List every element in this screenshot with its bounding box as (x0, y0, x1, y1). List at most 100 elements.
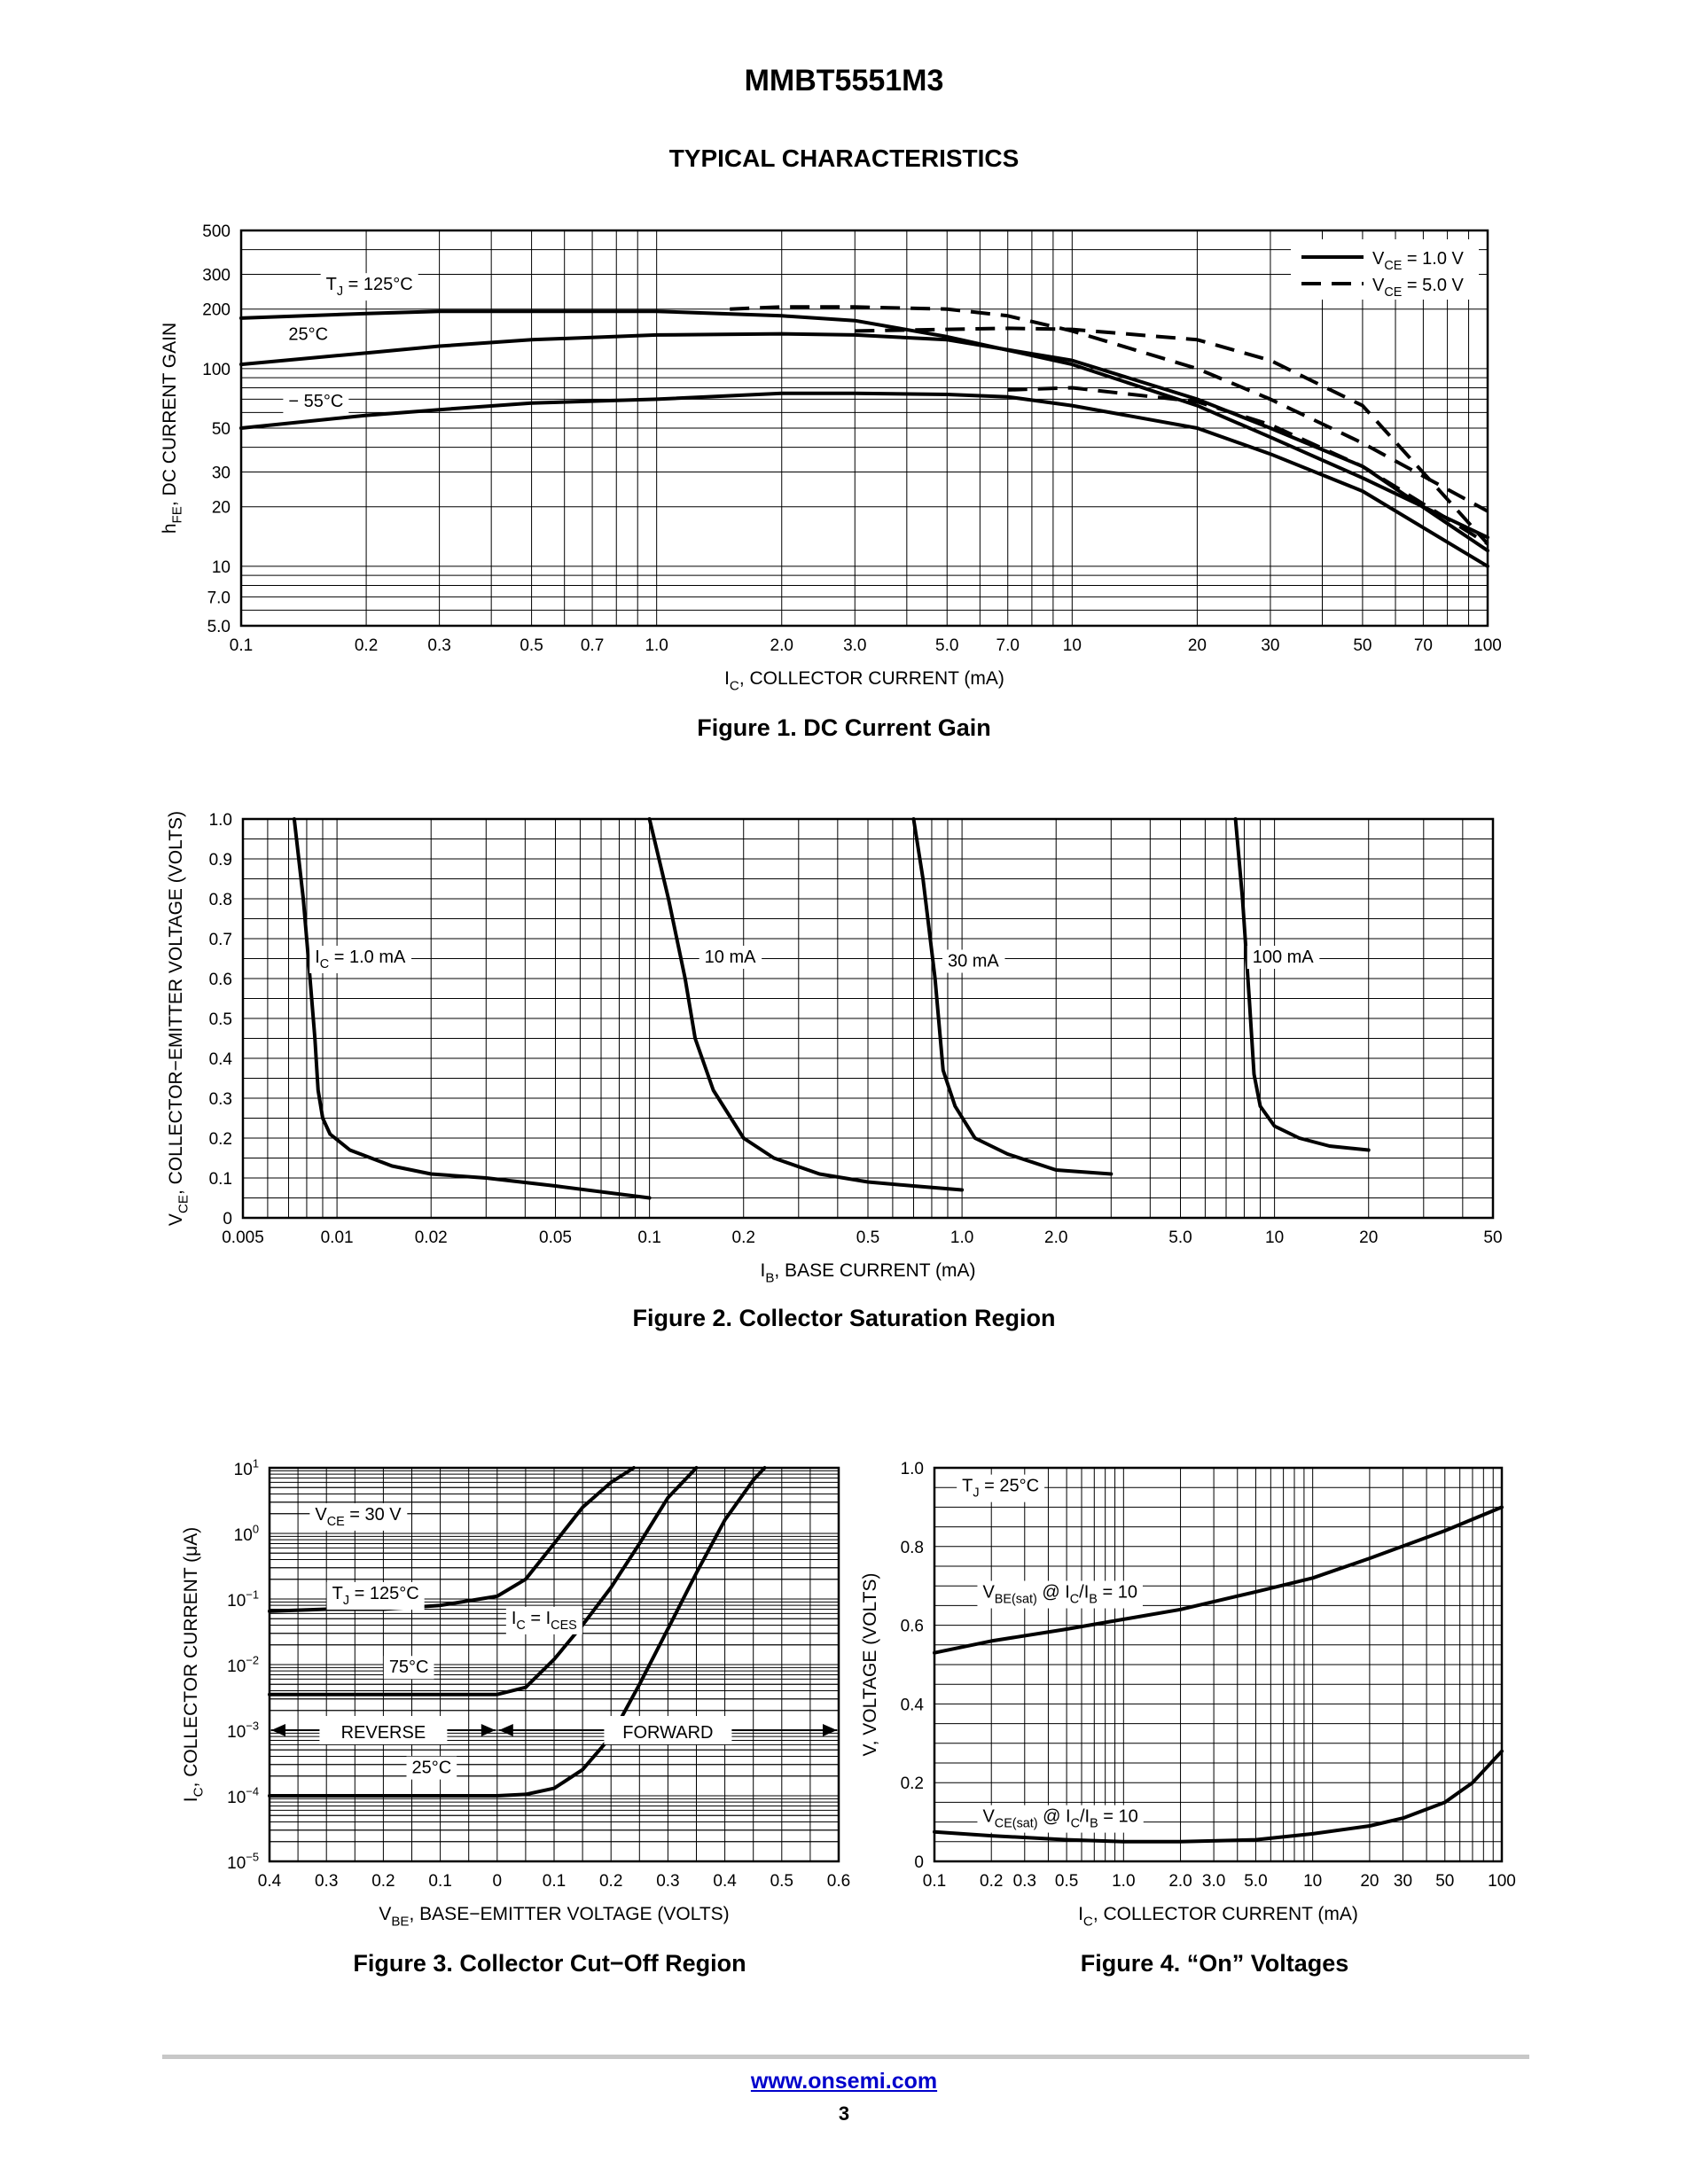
section-title: TYPICAL CHARACTERISTICS (668, 144, 1020, 172)
figure-2-chart: 0.005 0.01 0.02 0.05 0.1 0.2 0.5 1.0 2.0 5.0 10 20 5… (166, 811, 1503, 1285)
fig4-y-tick-labels: 0 0.2 0.4 0.6 0.8 1.0 (901, 1460, 925, 1872)
annotation-bg (283, 323, 334, 347)
annotation-bg (283, 390, 349, 414)
y-tick-label: 50 (212, 420, 231, 439)
y-tick-label: 10−1 (227, 1587, 259, 1611)
x-tick-label: 100 (1473, 636, 1502, 655)
annotation-bg (699, 946, 762, 969)
fig4-x-tick-labels: 0.1 0.2 0.3 0.5 1.0 2.0 3.0 5.0 10 20 30 50 100 (923, 1872, 1516, 1891)
x-tick-label: 70 (1414, 636, 1433, 655)
y-tick-label: 0 (223, 1210, 232, 1228)
fig3-annotation-4: 75°C (389, 1658, 429, 1677)
fig2-annotation-2: 10 mA (705, 948, 756, 967)
x-tick-label: 10 (1303, 1872, 1322, 1891)
annotation-bg (1246, 946, 1320, 969)
fig1-series-line-2 (239, 332, 1489, 553)
x-tick-label: 3.0 (1202, 1872, 1225, 1891)
x-tick-label: 0 (493, 1872, 503, 1891)
footer-website-link[interactable]: www.onsemi.com (750, 2069, 938, 2094)
fig2-plot-frame (241, 817, 1495, 1220)
y-tick-label: 500 (202, 222, 231, 241)
y-tick-label: 0.2 (901, 1774, 924, 1793)
x-tick-label: 0.5 (520, 636, 543, 655)
y-tick-label: 5.0 (207, 618, 231, 636)
x-tick-label: 3.0 (843, 636, 866, 655)
x-tick-label: 0.05 (539, 1228, 572, 1247)
region-arrow-head-right (823, 1724, 837, 1736)
y-tick-label: 1.0 (901, 1460, 924, 1478)
fig3-plot-frame (268, 1466, 840, 1863)
fig2-y-tick-labels: 0 0.1 0.2 0.3 0.4 0.5 0.6 0.7 0.8 0.9 1.0 (209, 811, 233, 1228)
fig2-series-line-4 (1233, 817, 1371, 1152)
x-tick-label: 0.5 (1055, 1872, 1078, 1891)
x-tick-label: 0.3 (315, 1872, 338, 1891)
region-arrow-head-left (498, 1724, 513, 1736)
fig2-series-line-2 (647, 817, 965, 1192)
x-tick-label: 0.7 (581, 636, 604, 655)
fig4-series-line-1 (933, 1505, 1504, 1655)
region-label-bg (604, 1716, 732, 1744)
x-tick-label: 0.3 (427, 636, 450, 655)
y-tick-label: 0.1 (209, 1170, 232, 1189)
annotation-bg (977, 1805, 1144, 1833)
y-tick-label: 0.4 (209, 1050, 233, 1069)
x-tick-label: 0.2 (980, 1872, 1003, 1891)
y-tick-label: 10 (212, 558, 231, 577)
fig1-series (239, 305, 1489, 568)
fig1-annotation-3: − 55°C (288, 392, 343, 411)
x-tick-label: 1.0 (950, 1228, 973, 1247)
annotation-bg (406, 1756, 457, 1780)
fig1-series-line-5 (855, 326, 1489, 545)
fig2-y-axis-label: VCE, COLLECTOR−EMITTER VOLTAGE (VOLTS) (166, 811, 191, 1226)
fig2-annotation-3: 30 mA (948, 952, 999, 971)
fig3-x-tick-labels: 0.4 0.3 0.2 0.1 0 0.1 0.2 0.3 0.4 0.5 0.6 (258, 1872, 850, 1891)
annotation-bg (957, 1474, 1045, 1502)
legend-entry-label: VCE = 5.0 V (1372, 276, 1464, 300)
fig3-annotation-3: IC = ICES (512, 1609, 577, 1633)
region-arrow-head-left (271, 1724, 285, 1736)
x-tick-label: 2.0 (770, 636, 793, 655)
figure-4-caption: Figure 4. “On” Voltages (1080, 1950, 1349, 1977)
fig1-y-axis-label: hFE, DC CURRENT GAIN (160, 323, 184, 534)
x-tick-label: 30 (1261, 636, 1279, 655)
x-tick-label: 5.0 (1244, 1872, 1267, 1891)
y-tick-label: 0.3 (209, 1090, 232, 1109)
x-tick-label: 20 (1360, 1872, 1379, 1891)
x-tick-label: 10 (1063, 636, 1082, 655)
y-tick-label: 10−3 (227, 1719, 259, 1742)
y-tick-label: 0.8 (209, 891, 232, 909)
annotation-bg (309, 946, 412, 973)
fig1-legend: VCE = 1.0 V VCE = 5.0 V (1291, 239, 1479, 300)
y-tick-label: 0.8 (901, 1539, 924, 1557)
x-tick-label: 0.6 (827, 1872, 850, 1891)
x-tick-label: 0.3 (656, 1872, 679, 1891)
legend-entry-label: VCE = 1.0 V (1372, 249, 1464, 273)
annotation-bg (383, 1656, 434, 1680)
fig3-annotation-5: 25°C (412, 1759, 452, 1778)
y-tick-label: 0.4 (901, 1696, 925, 1714)
x-tick-label: 20 (1359, 1228, 1378, 1247)
y-tick-label: 0.9 (209, 851, 232, 870)
fig2-series-line-3 (911, 817, 1114, 1176)
x-tick-label: 0.4 (258, 1872, 282, 1891)
x-tick-label: 0.02 (415, 1228, 448, 1247)
x-tick-label: 0.2 (355, 636, 378, 655)
annotation-bg (505, 1606, 582, 1634)
y-tick-label: 0.7 (209, 931, 232, 949)
x-tick-label: 10 (1265, 1228, 1284, 1247)
fig3-y-tick-labels: 101 100 10−1 10−2 10−3 10−4 10−5 (227, 1456, 259, 1873)
x-tick-label: 2.0 (1168, 1872, 1192, 1891)
x-tick-label: 0.2 (371, 1872, 395, 1891)
fig4-annotation-3: VCE(sat) @ IC/IB = 10 (982, 1807, 1137, 1831)
y-tick-label: 7.0 (207, 589, 231, 607)
y-tick-label: 101 (234, 1456, 259, 1479)
fig3-annotation-2: TJ = 125°C (332, 1584, 419, 1608)
x-tick-label: 0.3 (1013, 1872, 1036, 1891)
fig4-plot-frame (933, 1466, 1504, 1863)
x-tick-label: 0.1 (543, 1872, 566, 1891)
fig2-x-axis-label: IB, BASE CURRENT (mA) (760, 1260, 975, 1285)
region-arrow-head-right (481, 1724, 496, 1736)
fig3-series-line-3 (268, 1466, 767, 1798)
annotation-bg (309, 1502, 408, 1531)
fig1-y-tick-labels: 5.0 7.0 10 20 30 50 100 200 300 500 (202, 222, 231, 636)
